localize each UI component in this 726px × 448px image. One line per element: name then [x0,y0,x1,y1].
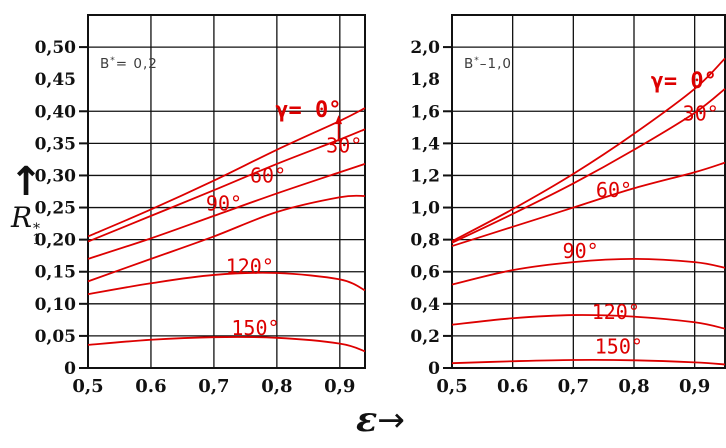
curve-gamma-120 [451,314,726,330]
y-axis-symbol: R * 1 [10,201,41,248]
y-tick-label: 0 [428,359,440,379]
y-tick-label: 0,10 [35,295,77,315]
curve-gamma-60 [451,161,726,247]
y-tick-label: 0,6 [410,263,440,283]
y-tick-label: 0,8 [410,231,440,251]
y-tick-label: 0,15 [35,263,76,283]
y-tick-label: 0,45 [35,70,76,90]
y-tick-label: 1,4 [410,134,440,154]
x-tick-label: 0,8 [261,376,292,397]
curve-gamma-90 [87,194,366,283]
y-tick-label: 1,8 [410,70,440,90]
curve-gamma-60 [87,163,366,260]
x-tick-label: 0,7 [198,376,229,397]
curve-label-gamma-60: 60° [250,163,286,187]
b-star-annotation: B*–1,0 [464,56,512,72]
x-tick-label: 0,5 [436,376,467,397]
x-tick-label: 0,7 [558,376,589,397]
y-tick-label: 2,0 [410,38,440,58]
pointer-arrow-head [335,115,343,125]
x-tick-label: 0,9 [324,376,355,397]
y-tick-label: 0,25 [35,199,76,219]
y-tick-label: 0,05 [35,327,76,347]
y-tick-label: 0,20 [35,231,77,251]
curve-gamma-150 [451,359,726,366]
x-tick-label: 0,9 [679,376,710,397]
x-axis-title: ε→ [356,399,456,440]
y-tick-label: 1,2 [410,166,440,186]
plot-frame [87,14,366,369]
curve-gamma-0 [451,57,726,243]
epsilon-symbol: ε [356,399,378,440]
y-tick-label: 0,50 [35,38,77,58]
y-axis-title: ↑ R * 1 [2,159,50,248]
y-tick-label: 0,40 [35,102,77,122]
curve-label-gamma-150: 150° [231,316,279,340]
y-tick-label: 0,4 [410,295,440,315]
left-plot: 0,50 0,45 0,40 0,35 0,30 0,25 0,20 0,15 0,10 0,05… [35,14,366,397]
curve-label-gamma-30: 30° [326,133,362,157]
curve-label-gamma-150: 150° [595,334,643,358]
curve-label-gamma-90: 90° [563,239,599,263]
curve-label-gamma-60: 60° [596,178,632,202]
y-tick-label: 1,0 [410,199,440,219]
y-tick-label: 0,35 [35,134,76,154]
y-tick-label: 0 [64,359,76,379]
right-arrow-icon: → [377,400,405,439]
right-plot: 2,0 1,8 1,6 1,4 1,2 1,0 0,8 0,6 0,4 0,2 00,5 0.6 0,7… [410,14,726,397]
curve-label-gamma-0: γ= 0° [275,98,341,123]
curve-gamma-30 [451,88,726,244]
curve-gamma-90 [451,257,726,286]
x-tick-label: 0,8 [618,376,649,397]
x-tick-label: 0,5 [72,376,103,397]
curve-gamma-120 [87,271,366,296]
y-tick-label: 0,2 [410,327,440,347]
y-tick-label: 0,30 [35,166,77,186]
y-tick-label: 1,6 [410,102,440,122]
curve-label-gamma-120: 120° [592,300,640,324]
curve-gamma-150 [87,336,366,353]
x-tick-label: 0.6 [135,376,166,397]
curve-label-gamma-90: 90° [206,192,242,216]
curve-label-gamma-120: 120° [226,255,274,279]
curve-label-gamma-30: 30° [683,102,719,126]
b-star-annotation: B*= 0,2 [100,56,158,72]
x-tick-label: 0.6 [497,376,528,397]
plot-frame [451,14,726,369]
curve-gamma-30 [87,128,366,243]
curve-gamma-0 [87,107,366,238]
curve-label-gamma-0: γ= 0° [651,69,717,94]
up-arrow-icon: ↑ [9,159,43,205]
